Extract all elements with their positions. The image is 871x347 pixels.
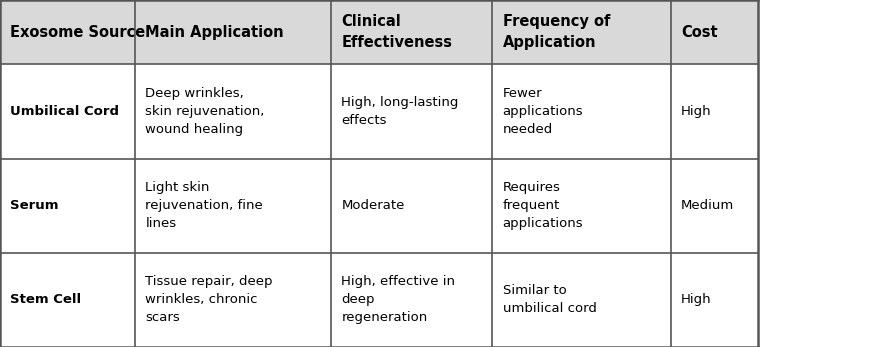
FancyBboxPatch shape	[671, 64, 758, 159]
Text: Medium: Medium	[681, 199, 734, 212]
Text: High: High	[681, 294, 712, 306]
FancyBboxPatch shape	[135, 64, 331, 159]
FancyBboxPatch shape	[0, 253, 135, 347]
Text: Exosome Source: Exosome Source	[10, 25, 145, 40]
FancyBboxPatch shape	[671, 0, 758, 64]
FancyBboxPatch shape	[492, 0, 671, 64]
FancyBboxPatch shape	[492, 253, 671, 347]
FancyBboxPatch shape	[331, 253, 492, 347]
Text: Deep wrinkles,
skin rejuvenation,
wound healing: Deep wrinkles, skin rejuvenation, wound …	[145, 87, 265, 136]
FancyBboxPatch shape	[331, 159, 492, 253]
Text: High: High	[681, 105, 712, 118]
Text: High, long-lasting
effects: High, long-lasting effects	[341, 96, 459, 127]
Text: Tissue repair, deep
wrinkles, chronic
scars: Tissue repair, deep wrinkles, chronic sc…	[145, 276, 273, 324]
Text: Frequency of
Application: Frequency of Application	[503, 14, 610, 50]
FancyBboxPatch shape	[0, 159, 135, 253]
Text: Umbilical Cord: Umbilical Cord	[10, 105, 119, 118]
FancyBboxPatch shape	[331, 64, 492, 159]
Text: High, effective in
deep
regeneration: High, effective in deep regeneration	[341, 276, 456, 324]
Text: Stem Cell: Stem Cell	[10, 294, 82, 306]
FancyBboxPatch shape	[135, 253, 331, 347]
Text: Cost: Cost	[681, 25, 718, 40]
FancyBboxPatch shape	[492, 159, 671, 253]
Text: Light skin
rejuvenation, fine
lines: Light skin rejuvenation, fine lines	[145, 181, 263, 230]
Text: Serum: Serum	[10, 199, 59, 212]
Text: Similar to
umbilical cord: Similar to umbilical cord	[503, 285, 597, 315]
FancyBboxPatch shape	[135, 0, 331, 64]
FancyBboxPatch shape	[135, 159, 331, 253]
FancyBboxPatch shape	[0, 0, 135, 64]
Text: Clinical
Effectiveness: Clinical Effectiveness	[341, 14, 452, 50]
Text: Fewer
applications
needed: Fewer applications needed	[503, 87, 584, 136]
FancyBboxPatch shape	[331, 0, 492, 64]
FancyBboxPatch shape	[671, 159, 758, 253]
Text: Main Application: Main Application	[145, 25, 284, 40]
Text: Requires
frequent
applications: Requires frequent applications	[503, 181, 584, 230]
Text: Moderate: Moderate	[341, 199, 405, 212]
FancyBboxPatch shape	[0, 64, 135, 159]
FancyBboxPatch shape	[492, 64, 671, 159]
FancyBboxPatch shape	[671, 253, 758, 347]
